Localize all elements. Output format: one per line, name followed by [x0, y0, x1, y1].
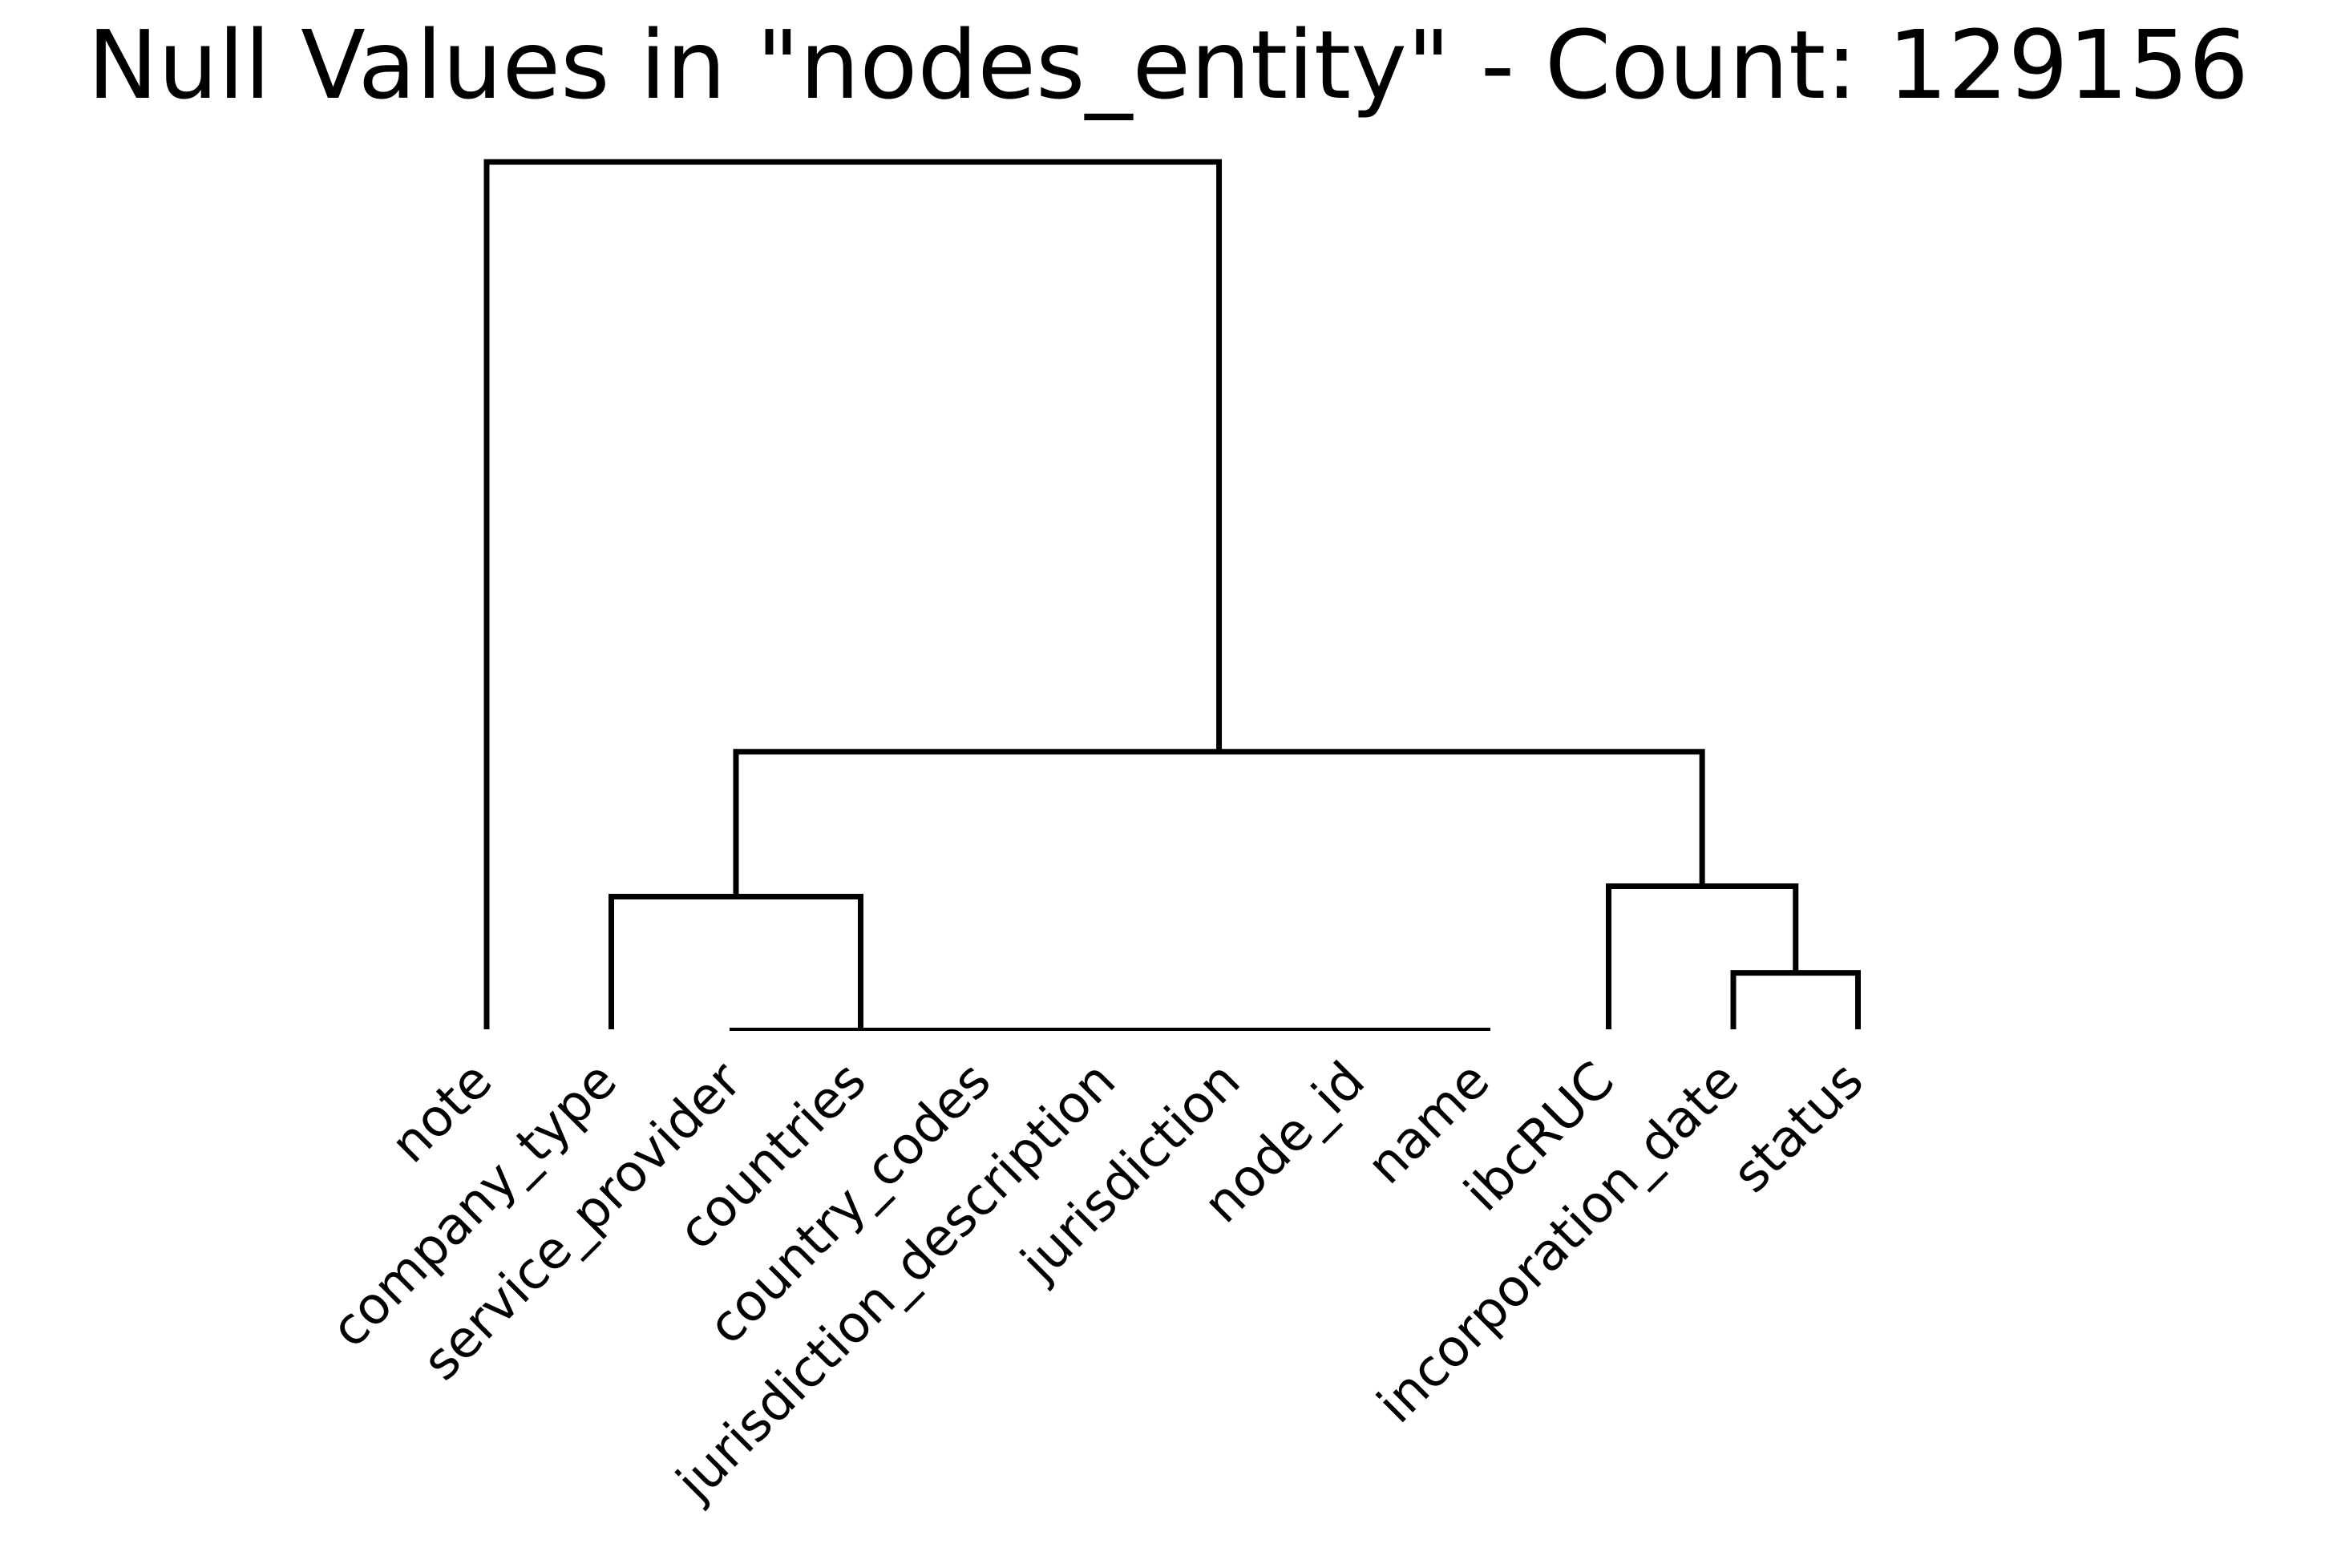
- dendrogram-link-m3: [609, 893, 863, 1029]
- leaf-label-status: status: [1721, 1051, 1874, 1204]
- chart-title: Null Values in "nodes_entity" - Count: 1…: [87, 10, 2249, 120]
- dendrogram-link-m1: [1730, 970, 1861, 1029]
- dendrogram-links: [483, 159, 1861, 1031]
- dendrogram-link-m2: [1606, 883, 1799, 1029]
- dendrogram-link-m4: [733, 749, 1705, 897]
- dendrogram-link-m5: [483, 159, 1223, 1029]
- leaf-labels: notecompany_typeservice_providercountrie…: [320, 1051, 1875, 1513]
